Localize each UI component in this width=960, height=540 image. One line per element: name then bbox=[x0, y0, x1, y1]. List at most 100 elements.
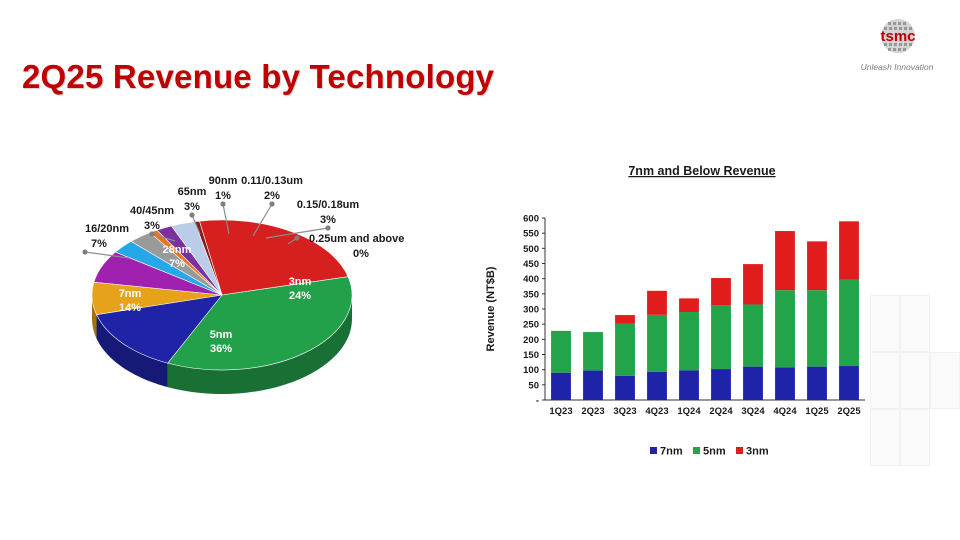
bar-3nm-2Q24 bbox=[711, 278, 731, 306]
bar-3nm-3Q23 bbox=[615, 315, 635, 324]
logo-text: tsmc bbox=[880, 28, 915, 45]
pie-leader-90nm bbox=[222, 203, 230, 235]
x-tick-label-1Q25: 1Q25 bbox=[805, 406, 829, 417]
legend-label-7nm: 7nm bbox=[660, 446, 683, 458]
y-tick-label: - bbox=[536, 396, 539, 407]
x-tick-label-3Q23: 3Q23 bbox=[613, 406, 636, 417]
pie-wall-2 bbox=[96, 314, 168, 388]
bar-3nm-4Q24 bbox=[775, 231, 795, 291]
bar-3nm-1Q24 bbox=[679, 298, 699, 313]
bar-5nm-1Q24 bbox=[679, 312, 699, 371]
bar-7nm-2Q23 bbox=[583, 370, 603, 400]
pie-leader-dot-16-20nm bbox=[82, 249, 88, 255]
pie-pct-0-15-0-18um: 3% bbox=[320, 214, 336, 226]
bar-3nm-2Q25 bbox=[839, 221, 859, 280]
tsmc-logo-icon: tsmc bbox=[880, 19, 916, 53]
y-tick-label: 100 bbox=[523, 365, 539, 376]
pie-leader-0-11-0-13um bbox=[252, 203, 273, 237]
legend-swatch-7nm bbox=[650, 447, 657, 454]
bar-7nm-2Q24 bbox=[711, 369, 731, 400]
x-tick-label-1Q24: 1Q24 bbox=[677, 406, 701, 417]
pie-leader-65nm bbox=[191, 214, 201, 235]
pie-label-40-45nm: 40/45nm bbox=[130, 205, 174, 217]
pie-leader-40-45nm bbox=[151, 233, 176, 242]
pie-leader-dot-90nm bbox=[220, 201, 226, 207]
bar-7nm-4Q24 bbox=[775, 367, 795, 400]
advanced-node-revenue-chart: 7nm and Below Revenue Revenue (NT$B) - 50 10… bbox=[485, 164, 865, 458]
y-tick-label: 350 bbox=[523, 289, 539, 300]
y-tick-label: 300 bbox=[523, 305, 539, 316]
y-axis-label: Revenue (NT$B) bbox=[485, 266, 497, 351]
pie-top bbox=[91, 219, 353, 371]
bar-7nm-3Q24 bbox=[743, 366, 763, 400]
bar-5nm-3Q24 bbox=[743, 304, 763, 367]
bar-3nm-1Q25 bbox=[807, 241, 827, 291]
bar-5nm-1Q23 bbox=[551, 330, 571, 373]
bar-7nm-1Q24 bbox=[679, 370, 699, 400]
pie-label-0-25um-and-above: 0.25um and above bbox=[309, 233, 404, 245]
y-tick-label: 50 bbox=[528, 380, 539, 391]
technology-pie-chart: 3nm 24% 5nm 36% 7nm 14% 16/20nm 7% 28nm 7% 40/45nm… bbox=[82, 175, 404, 394]
pie-label-0-11-0-13um: 0.11/0.13um bbox=[241, 175, 303, 187]
y-tick-label: 250 bbox=[523, 320, 539, 331]
bar-5nm-4Q23 bbox=[647, 314, 667, 372]
pie-leader-0-15-0-18um bbox=[265, 227, 329, 239]
bar-7nm-4Q23 bbox=[647, 371, 667, 400]
x-tick-label-3Q24: 3Q24 bbox=[741, 406, 765, 417]
bar-chart-title: 7nm and Below Revenue bbox=[628, 164, 775, 178]
legend-swatch-5nm bbox=[693, 447, 700, 454]
bar-7nm-2Q25 bbox=[839, 366, 859, 400]
bar-5nm-3Q23 bbox=[615, 323, 635, 376]
bar-7nm-1Q23 bbox=[551, 372, 571, 400]
bar-3nm-4Q23 bbox=[647, 290, 667, 315]
y-tick-label: 600 bbox=[523, 214, 539, 225]
pie-leader-dot-65nm bbox=[189, 212, 195, 218]
x-tick-label-1Q23: 1Q23 bbox=[549, 406, 572, 417]
pie-leader-dot-0-25um-and-above bbox=[294, 235, 300, 241]
bar-5nm-2Q23 bbox=[583, 332, 603, 371]
bar-7nm-3Q23 bbox=[615, 375, 635, 400]
pie-label-16-20nm: 16/20nm bbox=[85, 223, 129, 235]
x-tick-label-4Q23: 4Q23 bbox=[645, 406, 668, 417]
pie-pct-65nm: 3% bbox=[184, 201, 200, 213]
pie-label-65nm: 65nm bbox=[178, 186, 207, 198]
pie-pct-5nm: 36% bbox=[210, 343, 232, 355]
bar-5nm-2Q25 bbox=[839, 279, 859, 367]
logo-tagline: Unleash Innovation bbox=[860, 62, 934, 72]
legend-swatch-3nm bbox=[736, 447, 743, 454]
bar-5nm-4Q24 bbox=[775, 290, 795, 368]
pie-pct-40-45nm: 3% bbox=[144, 220, 160, 232]
pie-pct-0-25um-and-above: 0% bbox=[353, 248, 369, 260]
y-tick-label: 400 bbox=[523, 274, 539, 285]
y-tick-label: 500 bbox=[523, 244, 539, 255]
bar-legend: 7nm 5nm 3nm bbox=[650, 446, 769, 458]
pie-pct-90nm: 1% bbox=[215, 190, 231, 202]
pie-label-0-15-0-18um: 0.15/0.18um bbox=[297, 199, 360, 211]
y-tick-label: 150 bbox=[523, 350, 539, 361]
pie-leader-dot-40-45nm bbox=[149, 231, 155, 237]
x-tick-label-2Q25: 2Q25 bbox=[837, 406, 861, 417]
x-tick-label-4Q24: 4Q24 bbox=[773, 406, 797, 417]
pie-pct-7nm: 14% bbox=[119, 302, 141, 314]
pie-wall-1 bbox=[167, 295, 352, 394]
x-tick-label-2Q24: 2Q24 bbox=[709, 406, 733, 417]
pie-pct-28nm: 7% bbox=[169, 258, 185, 270]
x-tick-label-2Q23: 2Q23 bbox=[581, 406, 604, 417]
background-decoration bbox=[870, 295, 960, 466]
bar-5nm-2Q24 bbox=[711, 305, 731, 370]
y-tick-label: 550 bbox=[523, 229, 539, 240]
legend-label-5nm: 5nm bbox=[703, 446, 726, 458]
legend-label-3nm: 3nm bbox=[746, 446, 769, 458]
bar-3nm-3Q24 bbox=[743, 264, 763, 305]
pie-slice-3nm bbox=[199, 219, 349, 296]
pie-label-28nm: 28nm bbox=[163, 244, 192, 256]
y-tick-label: 200 bbox=[523, 335, 539, 346]
pie-label-5nm: 5nm bbox=[210, 329, 233, 341]
bar-5nm-1Q25 bbox=[807, 290, 827, 367]
pie-leader-dot-0-11-0-13um bbox=[269, 201, 275, 207]
pie-slice-5nm bbox=[167, 276, 353, 371]
y-tick-label: 450 bbox=[523, 259, 539, 270]
pie-leader-dot-0-15-0-18um bbox=[325, 225, 331, 231]
slide-title: 2Q25 Revenue by Technology bbox=[22, 58, 495, 95]
pie-labels: 3nm 24% 5nm 36% 7nm 14% 16/20nm 7% 28nm 7% 40/45nm… bbox=[82, 175, 404, 355]
